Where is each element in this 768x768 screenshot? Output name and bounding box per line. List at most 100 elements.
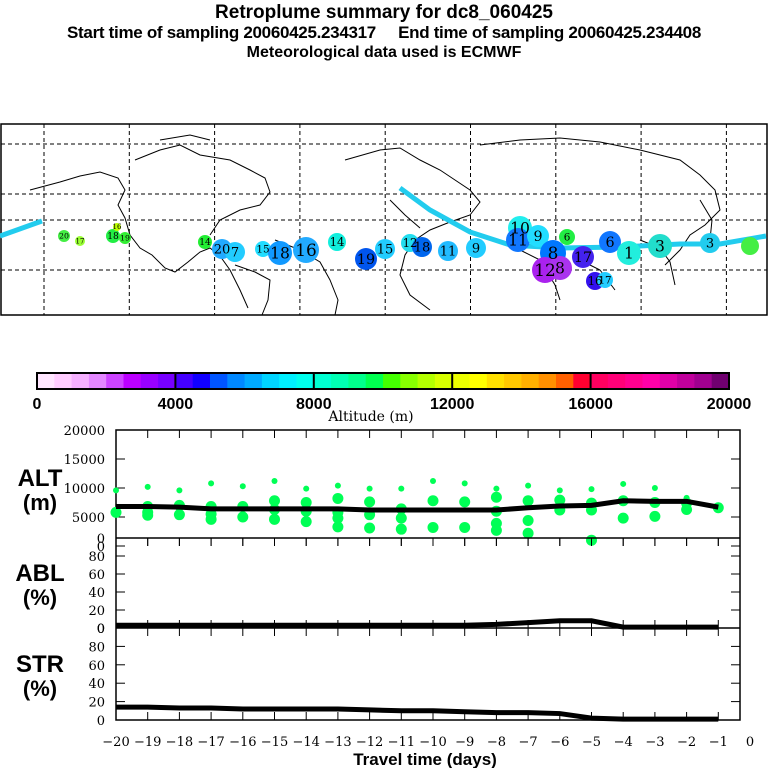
altitude-scatter-point bbox=[173, 509, 185, 521]
colorbar-swatch bbox=[694, 373, 713, 389]
colorbar-frame bbox=[36, 372, 730, 390]
altitude-scatter-point bbox=[205, 513, 217, 525]
plume-circle bbox=[597, 272, 613, 288]
plume-day-label: 16 bbox=[113, 223, 122, 231]
plume-circle bbox=[559, 229, 575, 245]
plume-day-label: 17 bbox=[598, 275, 611, 287]
plume-circle bbox=[741, 237, 759, 255]
altitude-scatter-point bbox=[620, 480, 627, 487]
colorbar-label: Altitude (m) bbox=[327, 409, 413, 425]
altitude-scatter-point bbox=[334, 482, 341, 489]
colorbar-swatch bbox=[158, 373, 176, 389]
x-tick-label: −8 bbox=[487, 735, 506, 750]
plume-day-label: 12 bbox=[403, 236, 418, 250]
colorbar-swatch bbox=[590, 373, 609, 389]
colorbar-tick-label: 16000 bbox=[568, 396, 613, 413]
plume-circle bbox=[548, 256, 572, 280]
x-tick-label: −2 bbox=[677, 735, 696, 750]
colorbar-tick-label: 4000 bbox=[158, 396, 194, 413]
plume-day-label: 12 bbox=[534, 260, 556, 280]
y-tick-label: 15000 bbox=[64, 453, 105, 468]
altitude-scatter-point bbox=[300, 516, 312, 528]
colorbar-swatch bbox=[486, 373, 505, 389]
y-tick-label: 80 bbox=[88, 640, 105, 655]
colorbar-swatch bbox=[365, 373, 384, 389]
plume-circle bbox=[438, 241, 458, 261]
colorbar-swatch bbox=[123, 373, 142, 389]
plume-circle bbox=[466, 238, 486, 258]
plume-circle bbox=[113, 223, 121, 231]
plume-day-label: 17 bbox=[76, 237, 85, 245]
altitude-scatter-point bbox=[493, 485, 500, 492]
altitude-scatter-point bbox=[269, 495, 280, 507]
plume-day-label: 16 bbox=[295, 240, 317, 260]
colorbar-swatch bbox=[227, 373, 246, 389]
y-tick-label: 40 bbox=[88, 677, 105, 692]
plume-day-label: 14 bbox=[199, 238, 211, 248]
plume-day-label: 3 bbox=[655, 237, 665, 255]
altitude-scatter-point bbox=[617, 512, 629, 524]
panel-unit: (%) bbox=[23, 585, 57, 610]
map-gridlines bbox=[1, 124, 767, 315]
x-tick-label: −20 bbox=[102, 735, 129, 750]
panel-unit: (%) bbox=[23, 676, 57, 701]
colorbar-swatch bbox=[400, 373, 419, 389]
colorbar-swatch bbox=[331, 373, 349, 389]
colorbar-swatch bbox=[261, 373, 280, 389]
coastline bbox=[389, 199, 421, 229]
plume-circle bbox=[700, 233, 720, 253]
plume-circle bbox=[506, 228, 530, 252]
met-data-subtitle: Meteorological data used is ECMWF bbox=[246, 44, 522, 61]
plume-circle bbox=[617, 241, 641, 265]
colorbar-swatch bbox=[210, 373, 228, 389]
altitude-scatter-point bbox=[144, 483, 151, 490]
plume-circle bbox=[268, 241, 292, 265]
panels-frame bbox=[115, 429, 741, 721]
colorbar-swatch bbox=[296, 373, 315, 389]
colorbar-swatch bbox=[452, 373, 470, 389]
x-axis-label: Travel time (days) bbox=[353, 750, 497, 768]
plume-day-label: 10 bbox=[510, 219, 530, 237]
coastline bbox=[479, 137, 721, 266]
y-tick-label: 0 bbox=[97, 532, 105, 547]
colorbar-swatch bbox=[37, 373, 55, 389]
altitude-scatter-point bbox=[459, 496, 471, 508]
x-tick-label: −10 bbox=[419, 735, 446, 750]
colorbar-swatch bbox=[469, 373, 488, 389]
x-tick-label: −15 bbox=[261, 735, 288, 750]
colorbar-swatch bbox=[642, 373, 661, 389]
y-tick-label: 60 bbox=[88, 659, 105, 674]
y-tick-label: 0 bbox=[97, 622, 105, 637]
colorbar-swatch bbox=[659, 373, 678, 389]
plume-day-label: 8 bbox=[548, 243, 559, 263]
altitude-scatter-point bbox=[395, 523, 407, 535]
colorbar-swatch bbox=[677, 373, 695, 389]
altitude-scatter-point bbox=[522, 514, 534, 526]
altitude-scatter-point bbox=[525, 482, 532, 489]
x-tick-label: −3 bbox=[645, 735, 664, 750]
altitude-scatter-point bbox=[364, 496, 376, 508]
colorbar-swatch bbox=[140, 373, 159, 389]
colorbar-swatch bbox=[175, 373, 194, 389]
colorbar-tick-label: 0 bbox=[33, 396, 42, 413]
y-tick-label: 20 bbox=[88, 696, 105, 711]
panel-label: STR bbox=[16, 651, 64, 678]
colorbar-swatch bbox=[711, 373, 730, 389]
plume-day-label: 15 bbox=[377, 243, 394, 258]
altitude-scatter-point bbox=[522, 495, 534, 507]
plume-circle bbox=[527, 225, 549, 247]
panel-label: ABL bbox=[15, 560, 64, 587]
colorbar-swatch bbox=[434, 373, 453, 389]
y-tick-label: 0 bbox=[97, 714, 105, 729]
plume-circle bbox=[355, 248, 377, 270]
altitude-scatter-point bbox=[332, 521, 344, 533]
altitude-scatter-point bbox=[142, 509, 154, 521]
sampling-time-subtitle: Start time of sampling 20060425.234317 E… bbox=[67, 23, 701, 42]
plume-day-label: 6 bbox=[605, 235, 614, 251]
panel-label: ALT bbox=[18, 465, 63, 492]
altitude-scatter-point bbox=[208, 480, 215, 487]
colorbar-swatch bbox=[625, 373, 643, 389]
altitude-scatter-point bbox=[649, 510, 661, 522]
plume-circle bbox=[198, 235, 212, 249]
